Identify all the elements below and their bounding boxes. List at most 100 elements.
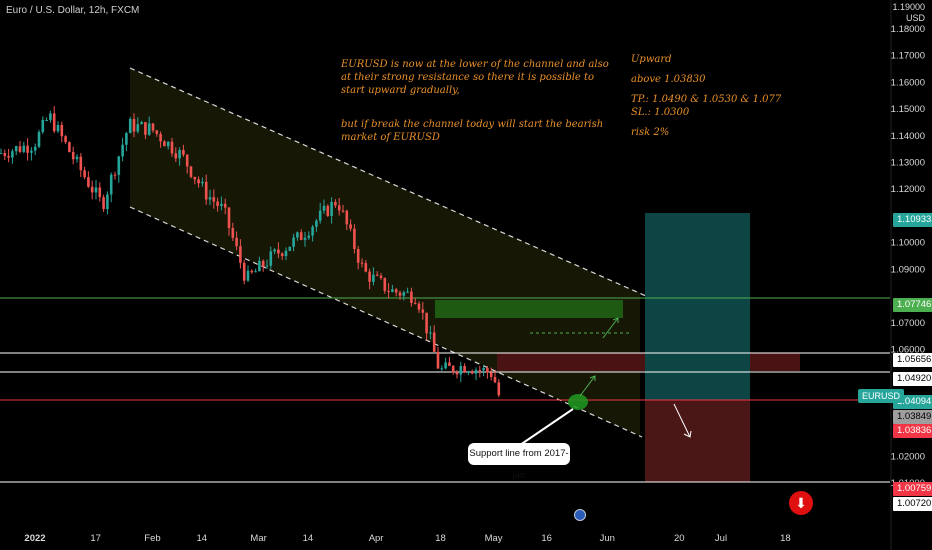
candle-body <box>455 372 459 375</box>
candle-body <box>197 179 200 184</box>
callout-pointer <box>519 408 574 446</box>
trade-entry: above 1.03830 <box>631 74 706 85</box>
candles <box>0 105 501 398</box>
candle-body <box>421 309 425 313</box>
candle-body <box>87 177 90 187</box>
price-tick-label: 1.14000 <box>891 131 925 142</box>
price-tag: 1.07746 <box>893 298 932 312</box>
candle-body <box>387 290 390 292</box>
channel-fill <box>130 68 640 436</box>
candle-body <box>303 237 307 240</box>
candle-body <box>315 220 318 227</box>
candle-body <box>413 302 417 304</box>
candle-body <box>497 382 501 396</box>
candle-body <box>368 271 371 282</box>
candle-body <box>98 187 102 198</box>
candle-body <box>68 142 71 153</box>
price-tag: 1.04920 <box>893 372 932 386</box>
down-arrow-badge[interactable]: ⬇ <box>789 491 813 515</box>
candle-body <box>49 113 52 120</box>
bearish-note: but if break the channel today will star… <box>341 118 603 144</box>
date-tick-label: Mar <box>250 533 266 544</box>
candle-body <box>212 197 216 202</box>
candle-body <box>18 146 22 152</box>
candle-body <box>379 275 383 278</box>
candle-body <box>117 156 121 175</box>
price-tick-label: 1.09000 <box>891 264 925 275</box>
candle-body <box>474 369 478 374</box>
event-icon[interactable] <box>574 509 586 521</box>
candle-body <box>163 141 166 147</box>
trade-sl: SL.: 1.0300 <box>631 107 690 118</box>
candle-body <box>208 197 212 200</box>
candle-body <box>147 123 151 135</box>
candle-body <box>391 289 394 292</box>
candle-body <box>83 170 86 178</box>
candle-body <box>223 203 227 208</box>
candle-body <box>128 119 132 134</box>
candle-body <box>11 151 14 158</box>
candle-body <box>71 152 75 160</box>
date-tick-label: 20 <box>674 533 685 544</box>
candle-body <box>132 119 136 132</box>
candle-body <box>402 292 406 296</box>
candle-body <box>7 155 10 158</box>
candle-body <box>326 205 330 216</box>
candle-body <box>318 210 322 221</box>
candle-body <box>79 156 83 171</box>
date-tick-label: 2022 <box>24 533 45 544</box>
candle-body <box>227 207 231 229</box>
trade-plan-note: Upward above 1.03830 TP.: 1.0490 & 1.053… <box>631 53 781 139</box>
candle-body <box>182 149 185 155</box>
candle-body <box>170 141 174 154</box>
candle-body <box>486 368 489 373</box>
candle-body <box>288 246 292 251</box>
candle-body <box>26 145 29 153</box>
candle-body <box>425 312 428 334</box>
candle-body <box>22 145 26 152</box>
candle-body <box>345 210 349 225</box>
candle-body <box>185 154 189 167</box>
candle-body <box>136 124 140 132</box>
time-axis: 2022 17 Feb 14 Mar 14 Apr 18 May 16 Jun 20 Jul 18 <box>24 533 790 544</box>
candle-body <box>235 237 238 247</box>
candle-body <box>106 194 109 210</box>
candle-body <box>482 368 485 371</box>
candle-body <box>41 119 45 133</box>
support-highlight <box>568 394 588 410</box>
date-tick-label: 18 <box>780 533 791 544</box>
price-tag: 1.05656 <box>893 353 932 367</box>
candle-body <box>451 365 455 373</box>
candle-body <box>299 232 303 240</box>
candle-body <box>478 369 482 371</box>
support-zone <box>435 300 623 318</box>
candle-body <box>406 291 409 293</box>
symbol-tag: EURUSD <box>858 389 905 403</box>
candle-body <box>216 201 219 207</box>
candle-body <box>375 274 379 276</box>
candle-body <box>144 122 147 135</box>
candle-body <box>394 289 398 293</box>
candle-body <box>121 144 124 157</box>
candle-body <box>30 150 33 153</box>
date-tick-label: Jun <box>600 533 615 544</box>
candle-body <box>33 146 37 151</box>
price-tick-label: 1.16000 <box>891 77 925 88</box>
down-arrow <box>673 403 691 438</box>
analysis-line: EURUSD is now at the lower of the channe… <box>341 59 609 70</box>
price-tag: 1.03836 <box>893 424 932 438</box>
candle-body <box>3 153 7 156</box>
up-arrow-2 <box>602 317 619 339</box>
analysis-line: at their strong resistance so there it i… <box>341 72 595 83</box>
candle-body <box>398 292 402 296</box>
candle-body <box>273 249 276 252</box>
candle-body <box>292 237 295 247</box>
date-tick-label: 17 <box>90 533 101 544</box>
candle-body <box>372 274 375 282</box>
candle-body <box>113 174 117 176</box>
candle-body <box>463 366 466 373</box>
candle-body <box>220 203 223 207</box>
candle-body <box>14 146 18 152</box>
candle-body <box>296 232 299 238</box>
